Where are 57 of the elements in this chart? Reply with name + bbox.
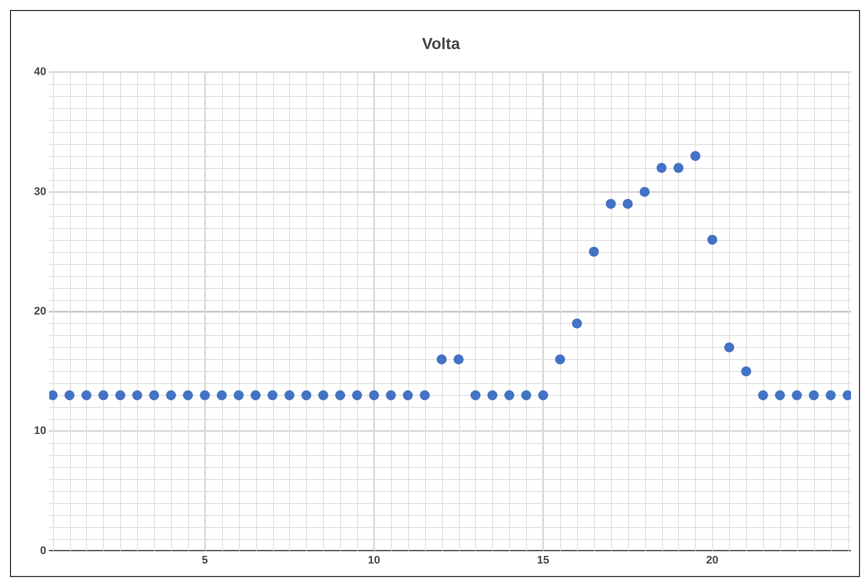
point — [436, 354, 447, 364]
point — [268, 390, 278, 400]
point — [758, 390, 768, 400]
chart-title: Volta — [422, 36, 460, 54]
point — [690, 150, 700, 161]
point — [200, 390, 210, 400]
point — [588, 246, 599, 257]
point — [132, 390, 142, 400]
x-tick-label: 20 — [706, 554, 718, 566]
point — [792, 390, 802, 400]
point — [49, 390, 58, 400]
point — [335, 390, 346, 400]
point — [487, 390, 498, 400]
point — [470, 390, 480, 400]
point — [521, 390, 532, 400]
point — [234, 390, 244, 400]
point — [386, 390, 396, 400]
y-tick-label: 30 — [34, 186, 46, 198]
point — [81, 390, 92, 400]
point — [673, 162, 684, 173]
point — [826, 390, 836, 400]
point — [606, 198, 616, 209]
point — [115, 390, 126, 400]
point — [182, 390, 193, 400]
point — [301, 390, 312, 400]
point — [504, 390, 514, 400]
y-tick-label: 20 — [34, 306, 46, 318]
point — [216, 390, 227, 400]
y-tick-label: 40 — [34, 66, 46, 78]
point — [98, 390, 108, 400]
point — [284, 390, 294, 400]
point — [572, 318, 582, 328]
point — [402, 390, 413, 400]
point — [555, 354, 566, 364]
point — [352, 390, 362, 400]
x-tick-label: 10 — [368, 554, 380, 566]
point — [656, 162, 667, 173]
point — [808, 390, 819, 400]
point — [774, 390, 785, 400]
point — [622, 198, 633, 209]
point — [420, 390, 430, 400]
point — [149, 390, 160, 400]
x-tick-label: 5 — [202, 554, 208, 566]
point — [707, 234, 718, 245]
y-tick-label: 10 — [34, 425, 46, 438]
point — [538, 390, 548, 400]
point — [724, 342, 734, 352]
y-tick-label: 0 — [40, 544, 46, 557]
point — [64, 390, 75, 400]
x-tick-label: 15 — [537, 554, 550, 566]
point — [741, 366, 752, 376]
point — [250, 390, 261, 400]
point — [454, 354, 464, 364]
point — [318, 390, 328, 400]
point — [640, 186, 650, 197]
point — [166, 390, 176, 400]
point — [369, 390, 379, 400]
